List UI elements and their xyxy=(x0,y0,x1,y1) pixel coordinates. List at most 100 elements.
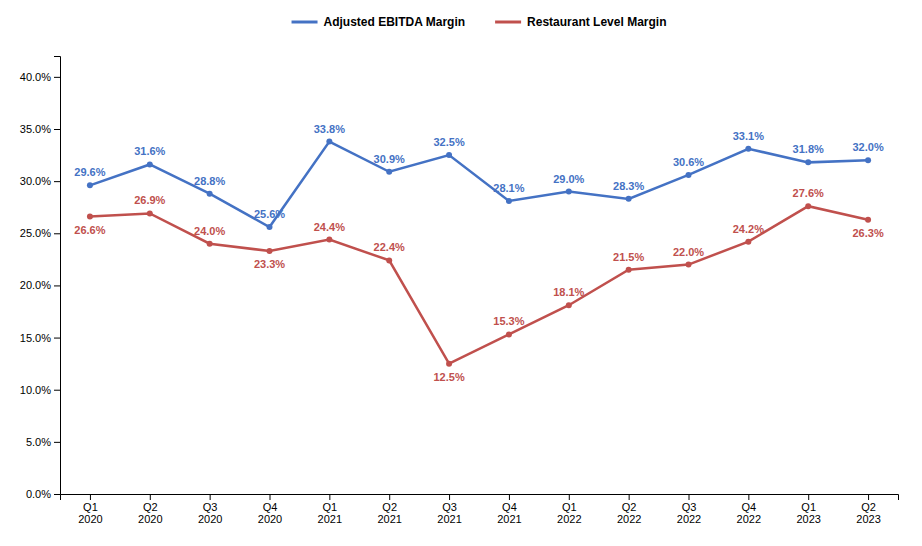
point xyxy=(686,172,692,178)
markers xyxy=(87,203,871,366)
point xyxy=(446,152,452,158)
y-axis-line xyxy=(54,57,61,495)
point xyxy=(506,331,512,337)
data-labels: 29.6%31.6%28.8%25.6%33.8%30.9%32.5%28.1%… xyxy=(74,123,884,383)
point xyxy=(686,262,692,268)
data-label: 26.9% xyxy=(134,194,165,206)
marks xyxy=(87,139,871,367)
x-tick-mark xyxy=(808,494,809,500)
y-tick-label: 20.0% xyxy=(20,279,51,291)
data-label: 26.6% xyxy=(74,224,105,236)
point xyxy=(267,248,273,254)
x-tick: Q12020 xyxy=(78,494,102,525)
data-label: 23.3% xyxy=(254,258,285,270)
y-tick-label: 40.0% xyxy=(20,71,51,83)
x-tick: Q42022 xyxy=(737,494,761,525)
data-label: 18.1% xyxy=(553,286,584,298)
x-tick-mark xyxy=(509,494,510,500)
x-tick: Q22023 xyxy=(856,494,880,525)
plot: 0.0%5.0%10.0%15.0%20.0%25.0%30.0%35.0%40… xyxy=(20,57,899,526)
point xyxy=(745,239,751,245)
series-line xyxy=(90,142,868,228)
x-tick: Q12023 xyxy=(796,494,820,525)
data-label: 24.4% xyxy=(314,221,345,233)
y-tick: 15.0% xyxy=(20,332,60,344)
x-tick-mark xyxy=(210,494,211,500)
markers xyxy=(87,139,871,231)
data-label: 25.6% xyxy=(254,208,285,220)
data-label: 27.6% xyxy=(793,187,824,199)
data-label: 26.3% xyxy=(852,227,883,239)
y-tick-mark xyxy=(54,233,60,234)
x-tick: Q12021 xyxy=(318,494,342,525)
series-line xyxy=(90,206,868,363)
x-tick-label: Q42021 xyxy=(497,501,521,526)
point xyxy=(326,139,332,145)
x-tick: Q32021 xyxy=(437,494,461,525)
legend-label: Adjusted EBITDA Margin xyxy=(324,15,466,29)
data-label: 32.5% xyxy=(433,136,464,148)
x-tick-mark xyxy=(689,494,690,500)
x-tick-label: Q12022 xyxy=(557,501,581,526)
point xyxy=(805,159,811,165)
x-tick: Q42020 xyxy=(258,494,282,525)
point xyxy=(805,203,811,209)
x-tick-mark xyxy=(270,494,271,500)
point xyxy=(326,237,332,243)
y-tick-mark xyxy=(54,285,60,286)
x-tick-label: Q22023 xyxy=(856,501,880,526)
x-tick-mark xyxy=(389,494,390,500)
legend-item: Restaurant Level Margin xyxy=(495,15,666,29)
x-tick-mark xyxy=(748,494,749,500)
legend-swatch xyxy=(292,21,318,24)
point xyxy=(865,157,871,163)
y-tick: 35.0% xyxy=(20,123,60,135)
legend: Adjusted EBITDA Margin Restaurant Level M… xyxy=(292,15,667,29)
data-label: 28.3% xyxy=(613,180,644,192)
point xyxy=(87,214,93,220)
y-tick: 25.0% xyxy=(20,227,60,239)
x-tick-label: Q12021 xyxy=(318,501,342,526)
x-tick-label: Q22020 xyxy=(138,501,162,526)
point xyxy=(566,189,572,195)
point xyxy=(147,161,153,167)
x-tick-mark xyxy=(329,494,330,500)
data-label: 28.1% xyxy=(493,182,524,194)
point xyxy=(267,224,273,230)
data-label: 33.8% xyxy=(314,123,345,135)
chart: 0.0%5.0%10.0%15.0%20.0%25.0%30.0%35.0%40… xyxy=(0,0,922,546)
point xyxy=(386,169,392,175)
data-label: 29.6% xyxy=(74,166,105,178)
x-tick-label: Q32020 xyxy=(198,501,222,526)
legend-item: Adjusted EBITDA Margin xyxy=(292,15,466,29)
data-label: 32.0% xyxy=(852,141,883,153)
x-tick-mark xyxy=(868,494,869,500)
data-label: 24.0% xyxy=(194,225,225,237)
x-tick-label: Q42020 xyxy=(258,501,282,526)
data-label: 24.2% xyxy=(733,223,764,235)
y-tick-label: 30.0% xyxy=(20,175,51,187)
y-tick-label: 10.0% xyxy=(20,384,51,396)
x-tick: Q42021 xyxy=(497,494,521,525)
x-axis-line xyxy=(61,495,899,501)
y-tick-label: 0.0% xyxy=(26,488,51,500)
x-tick-label: Q42022 xyxy=(737,501,761,526)
data-label: 15.3% xyxy=(493,315,524,327)
legend-label: Restaurant Level Margin xyxy=(527,15,666,29)
y-tick-mark xyxy=(54,181,60,182)
data-label: 22.0% xyxy=(673,246,704,258)
x-tick-label: Q12020 xyxy=(78,501,102,526)
x-tick-mark xyxy=(90,494,91,500)
data-label: 30.9% xyxy=(374,153,405,165)
y-axis: 0.0%5.0%10.0%15.0%20.0%25.0%30.0%35.0%40… xyxy=(20,57,61,501)
point xyxy=(147,210,153,216)
y-tick: 30.0% xyxy=(20,175,60,187)
y-tick: 40.0% xyxy=(20,71,60,83)
y-tick-mark xyxy=(54,494,60,495)
point xyxy=(626,267,632,273)
point xyxy=(566,302,572,308)
y-tick-mark xyxy=(54,129,60,130)
x-tick-label: Q32021 xyxy=(437,501,461,526)
point xyxy=(207,241,213,247)
data-label: 21.5% xyxy=(613,251,644,263)
